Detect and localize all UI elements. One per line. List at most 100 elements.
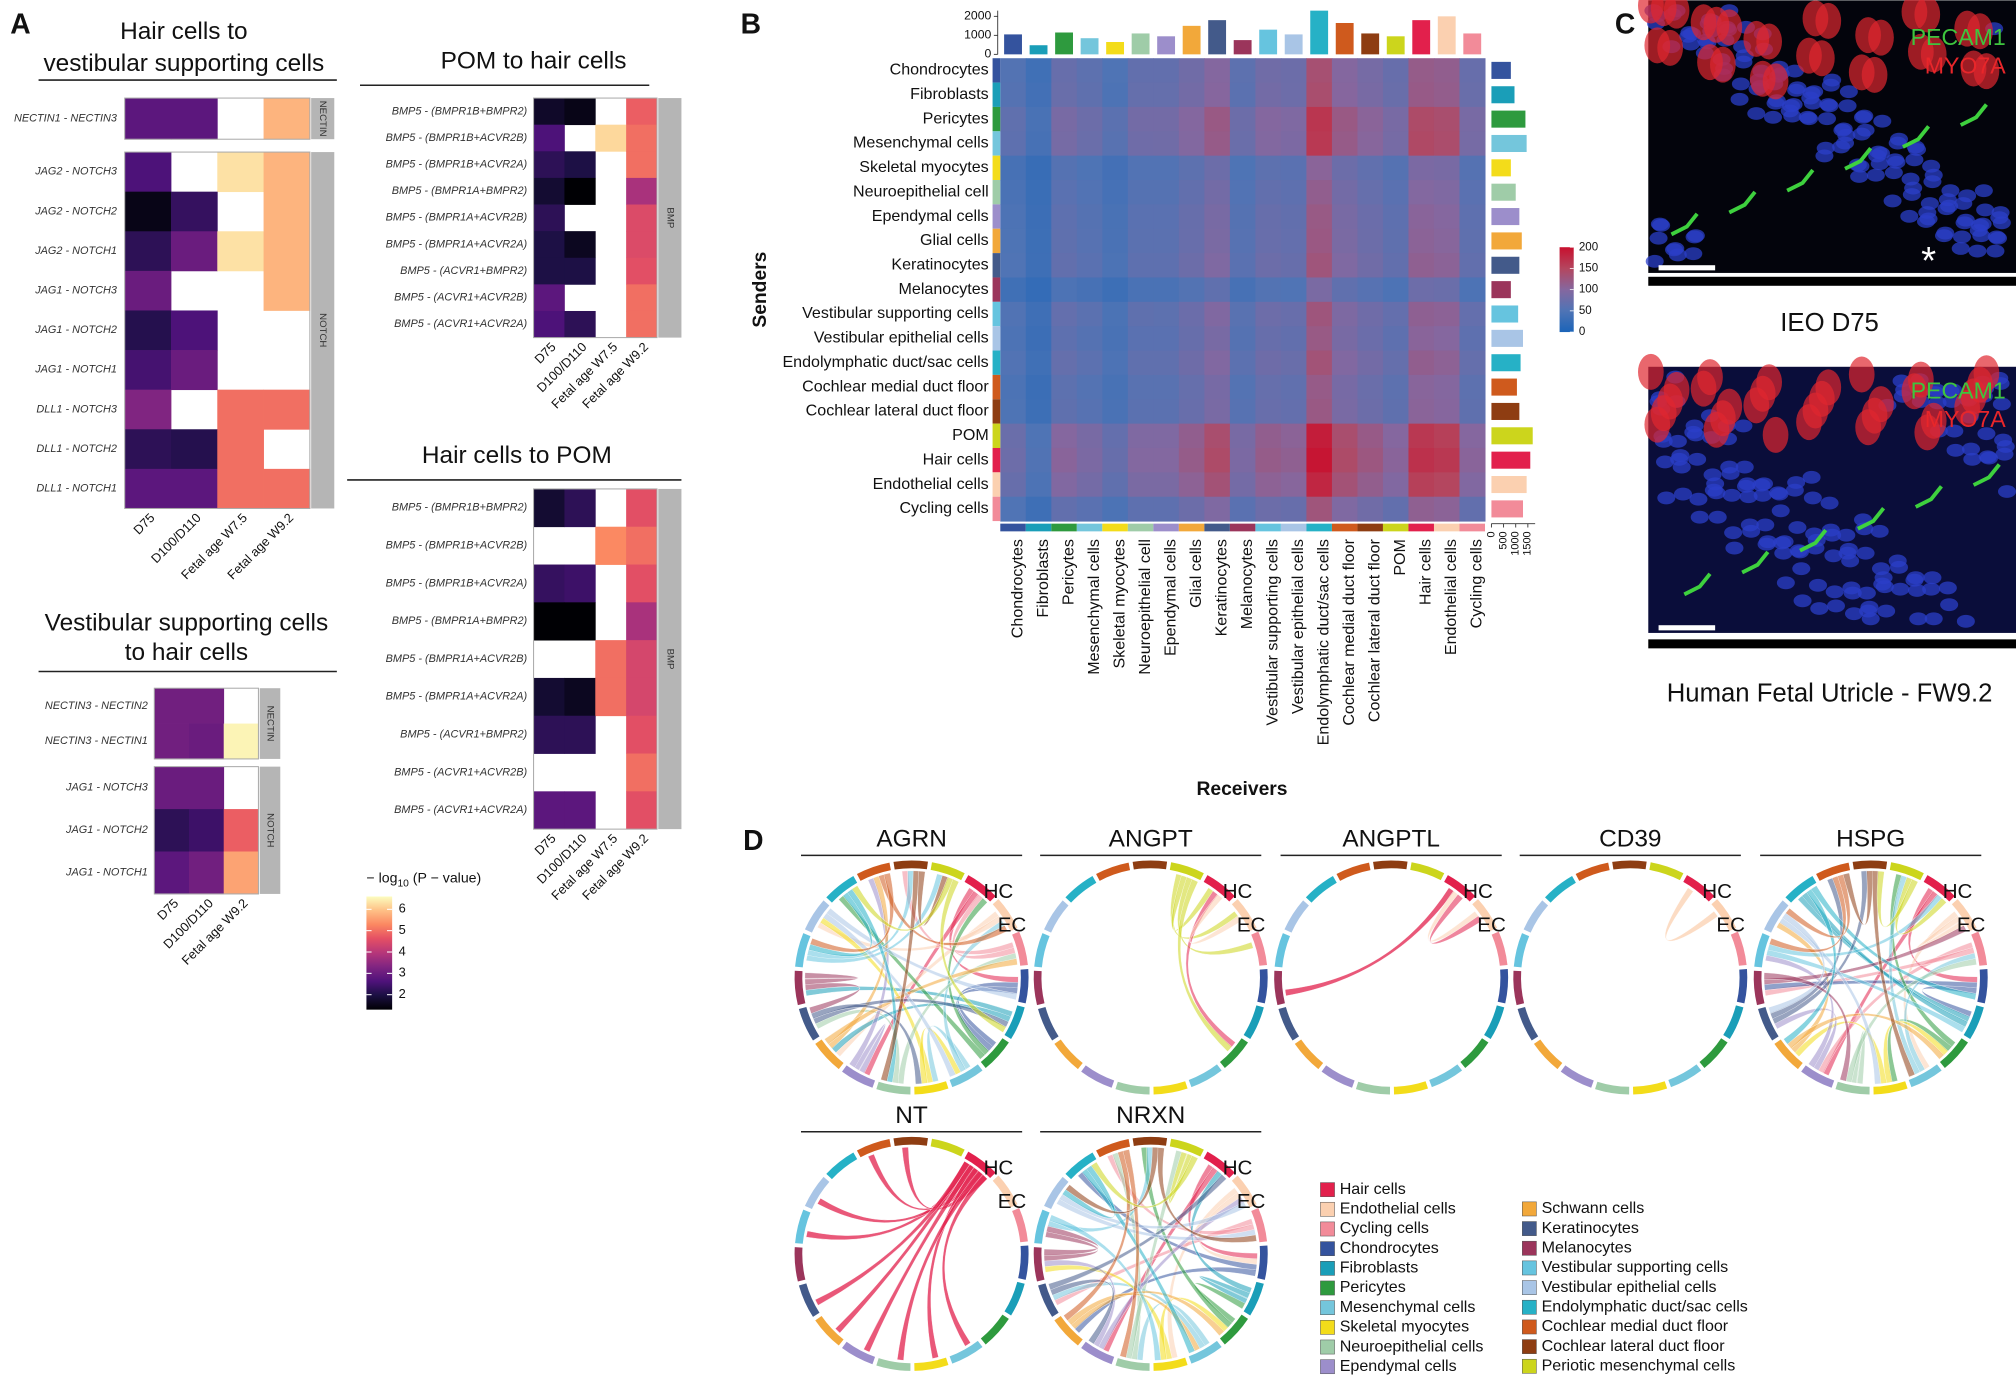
- heat-cell: [1178, 447, 1205, 473]
- bar: [1131, 33, 1150, 55]
- heat-cell: [1229, 82, 1256, 108]
- heat-cell: [533, 602, 565, 641]
- sender-strip: [992, 180, 1001, 205]
- heat-cell: [1280, 399, 1307, 425]
- row-label: Ependymal cells: [872, 207, 989, 225]
- ring-segment: [949, 1340, 983, 1364]
- heat-cell: [1102, 326, 1129, 352]
- nucleus: [1792, 562, 1811, 576]
- ring-segment: [1460, 1038, 1489, 1069]
- legend-swatch: [1522, 1358, 1537, 1374]
- bar: [1491, 305, 1519, 323]
- nucleus: [1755, 477, 1773, 491]
- nucleus: [1809, 578, 1827, 592]
- heat-cell: [1433, 472, 1461, 498]
- nucleus: [1976, 203, 1995, 217]
- nucleus: [1968, 244, 1987, 258]
- heat-cell: [564, 488, 596, 528]
- heat-cell: [1000, 106, 1027, 132]
- heat-cell: [1357, 496, 1384, 522]
- ring-label: EC: [1477, 914, 1506, 937]
- x-tick-label: 1500: [1522, 531, 1534, 555]
- chord-ribbon: [1810, 885, 1977, 1001]
- ring-label: EC: [998, 914, 1027, 937]
- heat-cell: [1357, 106, 1384, 132]
- row-label: Melanocytes: [899, 280, 989, 298]
- chord-ribbon: [814, 1160, 971, 1306]
- heat-cell: [189, 851, 225, 895]
- ring-label: HC: [1223, 1157, 1253, 1180]
- stain-label: MYO7A: [1925, 406, 2007, 432]
- heat-cell: [1459, 58, 1486, 84]
- bar: [1491, 354, 1521, 372]
- heat-cell: [189, 723, 225, 760]
- row-label: JAG2 - NOTCH1: [34, 245, 117, 257]
- ring-segment: [1034, 1209, 1050, 1244]
- heat-cell: [595, 526, 627, 565]
- bar: [1463, 33, 1482, 55]
- heat-cell: [1204, 277, 1231, 303]
- heat-cell: [1025, 447, 1052, 473]
- nucleus: [1841, 554, 1860, 568]
- nucleus: [1883, 194, 1902, 208]
- row-label: Cochlear lateral duct floor: [806, 402, 990, 420]
- divider: [1648, 639, 2016, 649]
- x-tick-label: 0: [1485, 531, 1497, 537]
- ring-segment: [1054, 1039, 1083, 1070]
- legend-swatch: [1522, 1240, 1537, 1256]
- heat-cell: [1433, 374, 1461, 400]
- ring-segment: [1284, 900, 1310, 933]
- legend-swatch: [1320, 1300, 1335, 1315]
- heat-cell: [1408, 496, 1435, 522]
- nucleus: [1909, 612, 1928, 626]
- ring-segment: [1923, 875, 1955, 902]
- nucleus: [1776, 576, 1795, 590]
- nucleus: [1671, 449, 1690, 462]
- sender-strip: [992, 228, 1001, 254]
- legend-swatch: [1522, 1221, 1537, 1236]
- heat-cell: [1280, 228, 1307, 254]
- vessel-stain: [1844, 147, 1873, 171]
- heat-cell: [626, 602, 658, 641]
- bar: [1491, 86, 1515, 104]
- hair-cell-stain: [1967, 13, 1993, 50]
- ring-segment: [1321, 1065, 1355, 1088]
- heat-cell: [1408, 423, 1435, 449]
- heat-cell: [1000, 326, 1027, 352]
- heat-cell: [1102, 131, 1129, 157]
- heat-cell: [1255, 155, 1282, 181]
- nucleus: [1884, 166, 1903, 180]
- heat-cell: [1408, 301, 1435, 327]
- heat-cell: [1255, 106, 1282, 132]
- ring-segment: [815, 1315, 844, 1346]
- nucleus: [1686, 428, 1705, 442]
- vessel-stain: [1972, 463, 2001, 487]
- legend-label: Chondrocytes: [1340, 1239, 1439, 1257]
- nucleus: [1827, 599, 1845, 613]
- row-label: BMP5 - (BMPR1B+ACVR2B): [386, 132, 528, 144]
- ring-segment: [1484, 1005, 1505, 1040]
- ring-segment: [1257, 969, 1268, 1004]
- nucleus: [1906, 571, 1925, 585]
- bar: [1361, 33, 1380, 55]
- nucleus: [1904, 181, 1923, 195]
- group-label: BMP: [664, 649, 675, 670]
- heat-cell: [626, 640, 658, 679]
- heat-cell: [1306, 58, 1333, 84]
- heat-cell: [1102, 228, 1129, 254]
- bar: [1491, 427, 1533, 445]
- legend-swatch: [1320, 1359, 1335, 1375]
- ring-segment: [1736, 969, 1748, 1004]
- heat-cell: [1306, 301, 1333, 327]
- heat-cell: [1255, 277, 1282, 303]
- heat-cell: [124, 310, 172, 351]
- hair-cell-stain: [1638, 353, 1664, 390]
- bar: [1004, 34, 1022, 55]
- heat-cell: [1433, 58, 1461, 84]
- chart-title: to hair cells: [125, 639, 248, 666]
- ring-segment: [1257, 1245, 1268, 1280]
- nucleus: [1688, 452, 1707, 466]
- heat-cell: [595, 124, 627, 152]
- heat-cell: [1331, 301, 1358, 327]
- nucleus: [1938, 581, 1957, 595]
